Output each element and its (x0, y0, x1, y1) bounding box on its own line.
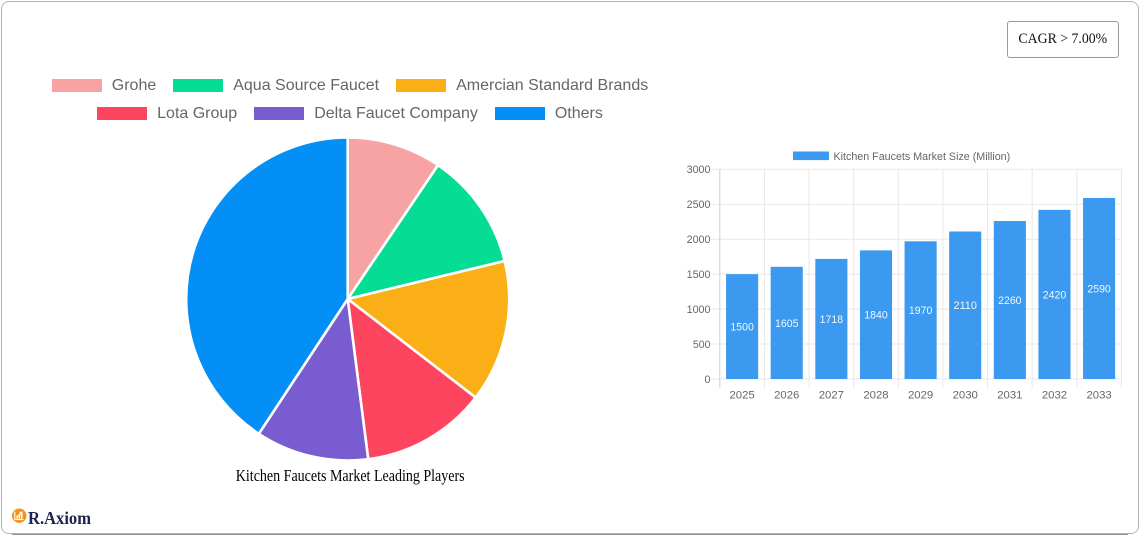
svg-text:1840: 1840 (864, 310, 887, 322)
svg-text:2027: 2027 (819, 390, 844, 402)
svg-text:2420: 2420 (1043, 289, 1066, 301)
svg-text:2029: 2029 (908, 390, 933, 402)
svg-text:2260: 2260 (998, 295, 1021, 307)
svg-text:2025: 2025 (730, 390, 755, 402)
svg-text:2033: 2033 (1086, 390, 1111, 402)
svg-text:2500: 2500 (687, 199, 711, 211)
svg-text:2000: 2000 (687, 234, 711, 246)
svg-text:2590: 2590 (1087, 283, 1110, 295)
svg-text:Kitchen Faucets Market Size (M: Kitchen Faucets Market Size (Million) (834, 151, 1011, 163)
svg-text:1970: 1970 (909, 305, 932, 317)
svg-text:1500: 1500 (730, 321, 753, 333)
svg-text:3000: 3000 (687, 164, 711, 176)
svg-text:500: 500 (693, 339, 711, 351)
svg-text:2110: 2110 (954, 300, 977, 312)
svg-text:1718: 1718 (820, 314, 843, 326)
svg-text:2032: 2032 (1042, 390, 1067, 402)
svg-text:2031: 2031 (997, 390, 1022, 402)
svg-text:2026: 2026 (774, 390, 799, 402)
svg-text:2028: 2028 (863, 390, 888, 402)
svg-text:2030: 2030 (953, 390, 978, 402)
svg-text:1000: 1000 (687, 304, 711, 316)
svg-text:1605: 1605 (775, 318, 798, 330)
svg-text:1500: 1500 (687, 269, 711, 281)
svg-text:0: 0 (705, 374, 711, 386)
